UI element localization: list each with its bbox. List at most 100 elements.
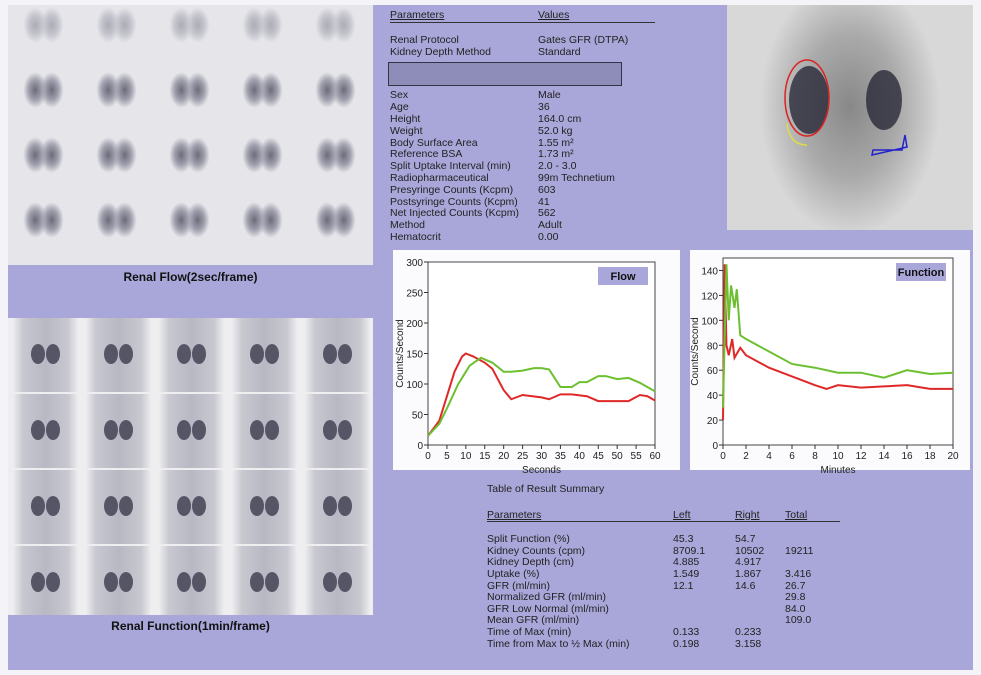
function-frame [86,394,151,468]
parameter-value: 52.0 kg [538,124,573,137]
parameter-name: Postsyringe Counts (Kcpm) [390,195,518,208]
flow-frame [16,60,71,120]
flow-frame [162,190,217,250]
parameter-row: Height 164.0 cm [390,112,655,126]
parameter-value: 164.0 cm [538,112,582,125]
redacted-patient-info [388,62,622,87]
x-tick-label: 20 [498,451,510,462]
summary-row: Split Function (%) 45.3 54.7 [487,533,756,546]
x-tick-label: 4 [766,451,772,462]
parameter-value: 1.55 m² [538,136,574,149]
parameter-row: Body Surface Area 1.55 m² [390,136,655,150]
parameter-row: Kidney Depth Method Standard [390,45,655,59]
x-tick-label: 10 [832,451,844,462]
flow-frame [16,5,71,55]
flow-frame [16,190,71,250]
y-tick-label: 50 [412,411,424,422]
parameter-row: Net Injected Counts (Kcpm) 562 [390,208,655,220]
parameter-value: Standard [538,45,581,58]
x-tick-label: 60 [649,451,661,462]
x-tick-label: 30 [536,451,548,462]
parameter-row: Hematocrit 0.00 [390,231,655,244]
x-tick-label: 10 [460,451,472,462]
flow-frame [89,190,144,250]
y-tick-label: 140 [701,266,718,277]
parameter-value: 36 [538,101,550,114]
summary-row: GFR (ml/min) 12.1 14.6 26.7 [487,579,806,592]
function-frame [232,470,297,544]
flow-frame [89,60,144,120]
summary-row: Time of Max (min) 0.133 0.233 [487,625,762,638]
result-summary-title: Table of Result Summary [487,483,605,495]
parameter-value: 2.0 - 3.0 [538,160,577,173]
function-frame [159,394,224,468]
parameter-value: 603 [538,183,556,196]
flow-frame [162,125,217,185]
y-tick-label: 0 [712,441,718,452]
y-tick-label: 200 [406,319,423,330]
summary-header: Parameters Left Right Total [487,509,840,522]
parameter-name: Renal Protocol [390,33,459,46]
function-chart: 0 2 4 6 8 10 12 14 16 18 20 0 20 40 60 80 100 120 140 Funct… [690,250,970,476]
summary-row: Mean GFR (ml/min) 109.0 [487,614,812,627]
function-frame [232,546,297,615]
summary-row: Kidney Depth (cm) 4.885 4.917 [487,556,762,569]
y-tick-label: 100 [701,316,718,327]
chart-title: Function [898,267,945,279]
flow-frame [308,60,363,120]
function-frame [159,546,224,615]
flow-frame [235,60,290,120]
x-tick-label: 12 [855,451,867,462]
renal-flow-label: Renal Flow(2sec/frame) [123,270,258,284]
parameter-name: Net Injected Counts (Kcpm) [390,207,519,220]
x-tick-label: 6 [789,451,795,462]
x-tick-label: 35 [555,451,567,462]
y-axis-label: Counts/Second [395,319,406,387]
series-line-left [722,264,953,421]
renal-flow-images [8,5,373,265]
parameter-value: 41 [538,195,550,208]
parameter-row: Radiopharmaceutical 99m Technetium [390,172,655,185]
y-tick-label: 60 [707,366,719,377]
flow-frame [235,190,290,250]
x-tick-label: 50 [612,451,624,462]
parameter-name: Sex [390,89,409,102]
x-tick-label: 45 [593,451,605,462]
function-frame [13,318,78,392]
x-tick-label: 40 [574,451,586,462]
function-frame [159,470,224,544]
series-line-right [722,264,954,408]
parameter-name: Age [390,101,409,114]
summary-row: GFR Low Normal (ml/min) 84.0 [487,602,806,615]
kidney-roi-image [727,5,973,230]
kidney-roi-overlay [784,59,908,156]
parameter-value: Gates GFR (DTPA) [538,33,629,46]
function-frame [305,546,370,615]
x-tick-label: 16 [901,451,913,462]
y-tick-label: 300 [406,258,423,269]
series-line-left [427,352,656,437]
function-frame [305,470,370,544]
series-line-right [427,356,656,437]
flow-frame [162,5,217,55]
parameter-name: Method [390,219,426,232]
function-frame [232,318,297,392]
flow-chart: 0 5 10 15 20 25 30 35 40 45 50 55 60 0 50 100 150 200 250 3… [393,250,680,476]
y-tick-label: 150 [406,350,423,361]
result-summary: Table of Result Summary Parameters Left Ri… [487,483,840,650]
flow-frame [235,125,290,185]
chart-title: Flow [610,271,635,283]
parameters-header: Parameters Values [390,9,655,23]
parameter-name: Height [390,112,421,125]
chart-title-box [896,263,946,281]
parameter-name: Split Uptake Interval (min) [390,160,511,173]
function-frame [13,394,78,468]
summary-row: Normalized GFR (ml/min) 29.8 [487,591,806,604]
function-frame [86,546,151,615]
right-background-roi [871,134,908,156]
x-tick-label: 15 [479,451,491,462]
parameter-row: Reference BSA 1.73 m² [390,149,655,161]
parameter-row: Sex Male [390,90,655,102]
x-tick-label: 20 [947,451,959,462]
flow-frame [89,5,144,55]
